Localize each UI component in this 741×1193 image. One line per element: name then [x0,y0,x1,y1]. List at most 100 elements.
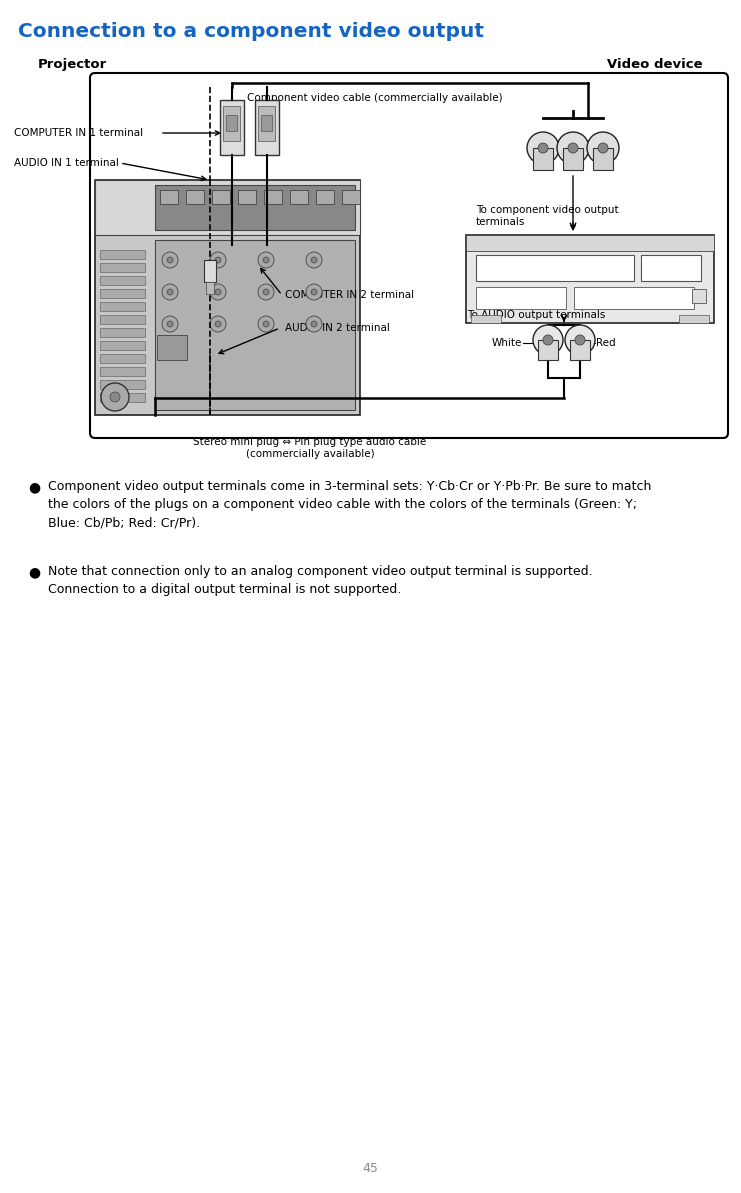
Circle shape [543,335,553,345]
Text: Stereo mini plug ⇔ Pin plug type audio cable
(commercially available): Stereo mini plug ⇔ Pin plug type audio c… [193,437,427,459]
Bar [223,106,240,141]
Bar [100,315,145,324]
Text: COMPUTER IN 1 terminal: COMPUTER IN 1 terminal [14,128,143,138]
Bar [471,315,501,323]
Circle shape [258,316,274,332]
Bar [679,315,709,323]
Bar [255,100,279,155]
Text: COMPUTER IN 2 terminal: COMPUTER IN 2 terminal [285,290,414,299]
Bar [160,190,178,204]
Circle shape [306,252,322,268]
Bar [95,180,360,415]
Circle shape [162,284,178,299]
Bar [157,335,187,360]
Bar [155,185,355,230]
Bar [206,282,214,293]
Bar [100,392,145,402]
Text: Component video cable (commercially available): Component video cable (commercially avai… [247,93,503,103]
Bar [155,240,355,410]
Bar [186,190,204,204]
Circle shape [565,324,595,356]
Bar [100,251,145,259]
FancyBboxPatch shape [90,73,728,438]
Circle shape [215,289,221,295]
Text: To component video output
terminals: To component video output terminals [476,205,619,228]
Circle shape [210,284,226,299]
Text: Note that connection only to an analog component video output terminal is suppor: Note that connection only to an analog c… [48,565,593,596]
Bar [100,381,145,389]
Text: Component video output terminals come in 3-terminal sets: Y·Cb·Cr or Y·Pb·Pr. Be: Component video output terminals come in… [48,480,651,528]
Bar [238,190,256,204]
Bar [100,367,145,376]
Text: ●: ● [28,480,40,494]
Circle shape [587,132,619,163]
Circle shape [258,284,274,299]
Bar [641,255,701,282]
Bar [264,190,282,204]
Text: AUDIO IN 2 terminal: AUDIO IN 2 terminal [285,323,390,333]
Bar [563,148,583,169]
Bar [466,235,714,251]
Bar [593,148,613,169]
Bar [476,255,634,282]
Text: Video device: Video device [608,58,703,72]
Text: Projector: Projector [38,58,107,72]
Circle shape [538,143,548,153]
Bar [100,262,145,272]
Text: 45: 45 [362,1162,378,1175]
Circle shape [598,143,608,153]
Circle shape [258,252,274,268]
Text: White: White [491,338,522,348]
Circle shape [215,321,221,327]
Circle shape [557,132,589,163]
Circle shape [210,252,226,268]
Bar [100,354,145,363]
Bar [100,328,145,336]
Bar [570,340,590,360]
Circle shape [568,143,578,153]
Bar [204,260,216,282]
Text: ●: ● [28,565,40,579]
Bar [316,190,334,204]
Bar [212,190,230,204]
Circle shape [575,335,585,345]
Bar [692,289,706,303]
Circle shape [162,316,178,332]
Bar [100,276,145,285]
Bar [261,115,272,131]
Circle shape [101,383,129,412]
Bar [290,190,308,204]
Bar [258,106,275,141]
Circle shape [263,289,269,295]
Bar [574,288,694,309]
Text: To AUDIO output terminals: To AUDIO output terminals [467,310,605,320]
Circle shape [311,289,317,295]
Circle shape [533,324,563,356]
Circle shape [311,256,317,262]
Bar [466,235,714,323]
Bar [342,190,360,204]
Text: AUDIO IN 1 terminal: AUDIO IN 1 terminal [14,157,119,168]
Bar [95,180,360,235]
Bar [220,100,244,155]
Circle shape [210,316,226,332]
Bar [538,340,558,360]
Bar [226,115,237,131]
Circle shape [311,321,317,327]
Text: Connection to a component video output: Connection to a component video output [18,21,484,41]
Bar [100,289,145,298]
Circle shape [167,289,173,295]
Circle shape [162,252,178,268]
Circle shape [215,256,221,262]
Circle shape [167,256,173,262]
Circle shape [110,392,120,402]
Circle shape [263,256,269,262]
Bar [100,302,145,311]
Bar [476,288,566,309]
Bar [100,341,145,350]
Circle shape [306,284,322,299]
Circle shape [263,321,269,327]
Circle shape [527,132,559,163]
Circle shape [306,316,322,332]
Bar [533,148,553,169]
